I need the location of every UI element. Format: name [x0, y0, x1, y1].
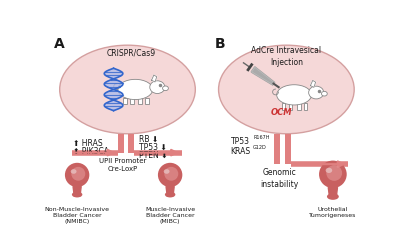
Text: TP53 ⬇: TP53 ⬇ [139, 143, 167, 152]
Ellipse shape [327, 193, 339, 200]
Bar [274, 134, 280, 164]
Polygon shape [108, 101, 119, 102]
Text: Non-Muscle-Invasive
Bladder Cancer
(NMIBC): Non-Muscle-Invasive Bladder Cancer (NMIB… [45, 207, 110, 224]
FancyBboxPatch shape [138, 98, 142, 104]
Polygon shape [251, 67, 274, 85]
Ellipse shape [319, 160, 347, 188]
Text: G12D: G12D [253, 146, 267, 150]
Text: OCM: OCM [271, 108, 292, 117]
Polygon shape [152, 75, 157, 82]
Polygon shape [112, 68, 116, 69]
FancyBboxPatch shape [282, 103, 286, 110]
Ellipse shape [218, 45, 354, 134]
Polygon shape [106, 107, 122, 108]
FancyBboxPatch shape [289, 103, 292, 110]
Ellipse shape [118, 79, 153, 99]
Polygon shape [109, 80, 118, 81]
Polygon shape [251, 67, 274, 85]
FancyBboxPatch shape [297, 103, 300, 110]
Text: Muscle-Invasive
Bladder Cancer
(MIBC): Muscle-Invasive Bladder Cancer (MIBC) [145, 207, 195, 224]
Text: UPII Promoter
Cre-LoxP: UPII Promoter Cre-LoxP [99, 158, 146, 172]
Polygon shape [108, 70, 119, 71]
Polygon shape [104, 94, 123, 95]
Ellipse shape [326, 165, 342, 181]
Polygon shape [106, 81, 121, 82]
Ellipse shape [164, 167, 178, 181]
Polygon shape [73, 186, 81, 196]
Ellipse shape [72, 192, 82, 197]
Polygon shape [107, 91, 120, 92]
Text: AdCre Intravesical
Injection: AdCre Intravesical Injection [251, 46, 322, 67]
Polygon shape [107, 87, 120, 88]
Polygon shape [310, 80, 316, 87]
Text: A: A [54, 37, 65, 51]
Polygon shape [104, 104, 123, 105]
Text: ⬆ PIK3CA: ⬆ PIK3CA [73, 147, 109, 156]
Text: TP53: TP53 [230, 136, 250, 146]
Text: KRAS: KRAS [230, 147, 251, 156]
Polygon shape [112, 100, 115, 101]
Polygon shape [106, 97, 121, 98]
Bar [285, 134, 291, 164]
FancyBboxPatch shape [123, 98, 126, 104]
Text: Genomic
instability: Genomic instability [260, 168, 298, 189]
Polygon shape [328, 187, 338, 198]
Ellipse shape [150, 81, 165, 94]
Ellipse shape [326, 168, 332, 173]
Polygon shape [166, 186, 174, 196]
Polygon shape [108, 77, 119, 78]
Ellipse shape [162, 86, 168, 91]
Ellipse shape [164, 169, 170, 174]
Text: RB ⬇: RB ⬇ [139, 135, 158, 144]
Text: CRISPR/Cas9: CRISPR/Cas9 [107, 49, 156, 58]
Polygon shape [111, 90, 116, 91]
Bar [118, 134, 124, 153]
Text: R167H: R167H [253, 135, 270, 140]
Text: B: B [214, 37, 225, 51]
Polygon shape [112, 110, 116, 111]
FancyBboxPatch shape [304, 103, 308, 110]
Ellipse shape [60, 45, 195, 134]
Ellipse shape [277, 85, 312, 105]
Text: PTEN ⬇: PTEN ⬇ [139, 150, 168, 159]
Ellipse shape [158, 163, 182, 187]
FancyBboxPatch shape [145, 98, 149, 104]
Ellipse shape [71, 169, 76, 174]
Polygon shape [104, 74, 123, 75]
Ellipse shape [165, 192, 175, 197]
Polygon shape [106, 75, 122, 76]
Polygon shape [106, 71, 122, 72]
FancyBboxPatch shape [130, 98, 134, 104]
Ellipse shape [309, 86, 324, 99]
Text: Urothelial
Tumorigeneses: Urothelial Tumorigeneses [309, 207, 356, 218]
Polygon shape [109, 98, 118, 99]
Polygon shape [104, 84, 123, 85]
Ellipse shape [322, 91, 327, 96]
Ellipse shape [65, 163, 89, 187]
Polygon shape [111, 88, 116, 89]
Ellipse shape [71, 167, 85, 181]
Polygon shape [112, 78, 115, 79]
Text: ⬆ HRAS: ⬆ HRAS [73, 139, 103, 148]
Bar [128, 134, 134, 153]
